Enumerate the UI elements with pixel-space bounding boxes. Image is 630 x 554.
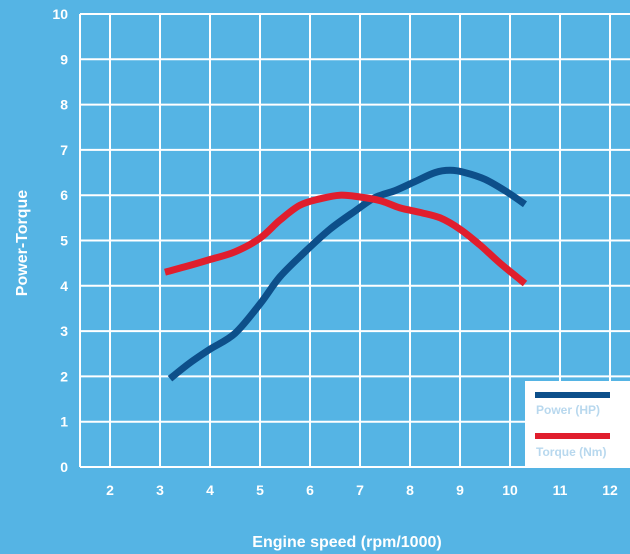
series-lines — [164, 166, 528, 382]
x-tick-label: 9 — [456, 482, 464, 498]
y-tick-label: 3 — [60, 323, 68, 339]
legend: Power (HP) Torque (Nm) — [525, 381, 630, 466]
y-tick-label: 9 — [60, 51, 68, 67]
y-tick-label: 5 — [60, 233, 68, 249]
y-axis-title: Power-Torque — [14, 190, 31, 296]
y-tick-label: 7 — [60, 142, 68, 158]
x-tick-label: 4 — [206, 482, 214, 498]
y-tick-label: 8 — [60, 97, 68, 113]
torque-series-line — [164, 191, 528, 287]
y-tick-label: 6 — [60, 187, 68, 203]
x-tick-label: 12 — [602, 482, 618, 498]
y-tick-label: 1 — [60, 414, 68, 430]
x-tick-label: 2 — [106, 482, 114, 498]
x-axis-title: Engine speed (rpm/1000) — [252, 534, 441, 551]
x-tick-label: 7 — [356, 482, 364, 498]
legend-torque-label: Torque (Nm) — [536, 445, 606, 459]
legend-power-label: Power (HP) — [536, 403, 600, 417]
y-tick-label: 10 — [52, 6, 68, 22]
x-tick-label: 3 — [156, 482, 164, 498]
x-tick-label: 8 — [406, 482, 414, 498]
x-tick-label: 5 — [256, 482, 264, 498]
y-tick-label: 2 — [60, 368, 68, 384]
power-series-line — [167, 166, 528, 382]
y-tick-label: 0 — [60, 459, 68, 475]
x-tick-label: 11 — [553, 482, 568, 498]
x-tick-label: 6 — [306, 482, 314, 498]
x-tick-label: 10 — [502, 482, 518, 498]
y-tick-label: 4 — [60, 278, 68, 294]
